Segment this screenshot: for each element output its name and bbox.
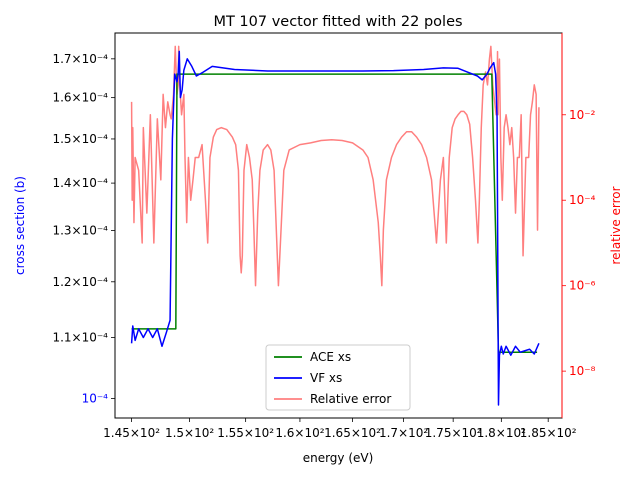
- legend-box: [265, 344, 411, 411]
- vf-xs-line: [130, 50, 540, 406]
- legend-label: ACE xs: [310, 350, 351, 364]
- x-axis-label: energy (eV): [303, 451, 374, 465]
- x-tick-label: 1.6×10²: [275, 426, 324, 440]
- y-right-tick-label: 10⁻⁶: [569, 279, 596, 293]
- x-tick-label: 1.65×10²: [324, 426, 381, 440]
- y-left-tick-label: 1.4×10⁻⁴: [52, 176, 108, 190]
- legend-label: VF xs: [310, 371, 342, 385]
- y-right-tick-label: 10⁻²: [569, 108, 596, 122]
- x-tick-label: 1.55×10²: [217, 426, 274, 440]
- y-right-tick-label: 10⁻⁴: [569, 193, 596, 207]
- x-tick-label: 1.85×10²: [520, 426, 577, 440]
- legend: ACE xs VF xs Relative error: [265, 344, 411, 411]
- x-tick-label: 1.8×10²: [477, 426, 526, 440]
- y-right-tick-label: 10⁻⁸: [569, 364, 596, 378]
- x-tick-label: 1.75×10²: [425, 426, 482, 440]
- y-axis-right-label: relative error: [609, 186, 623, 264]
- y-left-tick-label: 1.2×10⁻⁴: [52, 275, 108, 289]
- y-axis-right: 10⁻⁸ 10⁻⁶ 10⁻⁴ 10⁻²: [561, 33, 596, 418]
- x-tick-label: 1.45×10²: [103, 426, 160, 440]
- y-left-tick-label: 1.7×10⁻⁴: [52, 52, 108, 66]
- x-tick-label: 1.7×10²: [379, 426, 428, 440]
- y-left-tick-label: 1.5×10⁻⁴: [52, 132, 108, 146]
- x-axis: 1.45×10² 1.5×10² 1.55×10² 1.6×10² 1.65×10²1.…: [103, 418, 577, 440]
- y-left-tick-label: 1.1×10⁻⁴: [52, 330, 108, 344]
- relative-error-layer: [130, 45, 540, 287]
- chart-title: MT 107 vector fitted with 22 poles: [213, 14, 462, 30]
- y-left-tick-label: 10⁻⁴: [82, 392, 109, 406]
- cross-section-layer: [130, 50, 540, 406]
- relative-error-line: [130, 45, 540, 287]
- legend-label: Relative error: [310, 392, 391, 406]
- y-left-tick-label: 1.3×10⁻⁴: [52, 224, 108, 238]
- y-axis-left: 10⁻⁴ 1.1×10⁻⁴ 1.2×10⁻⁴ 1.3×10⁻⁴ 1.4×10⁻⁴ 1.5×…: [52, 52, 115, 406]
- y-axis-left-label: cross section (b): [13, 176, 27, 275]
- x-tick-label: 1.5×10²: [165, 426, 214, 440]
- y-left-tick-label: 1.6×10⁻⁴: [52, 91, 108, 105]
